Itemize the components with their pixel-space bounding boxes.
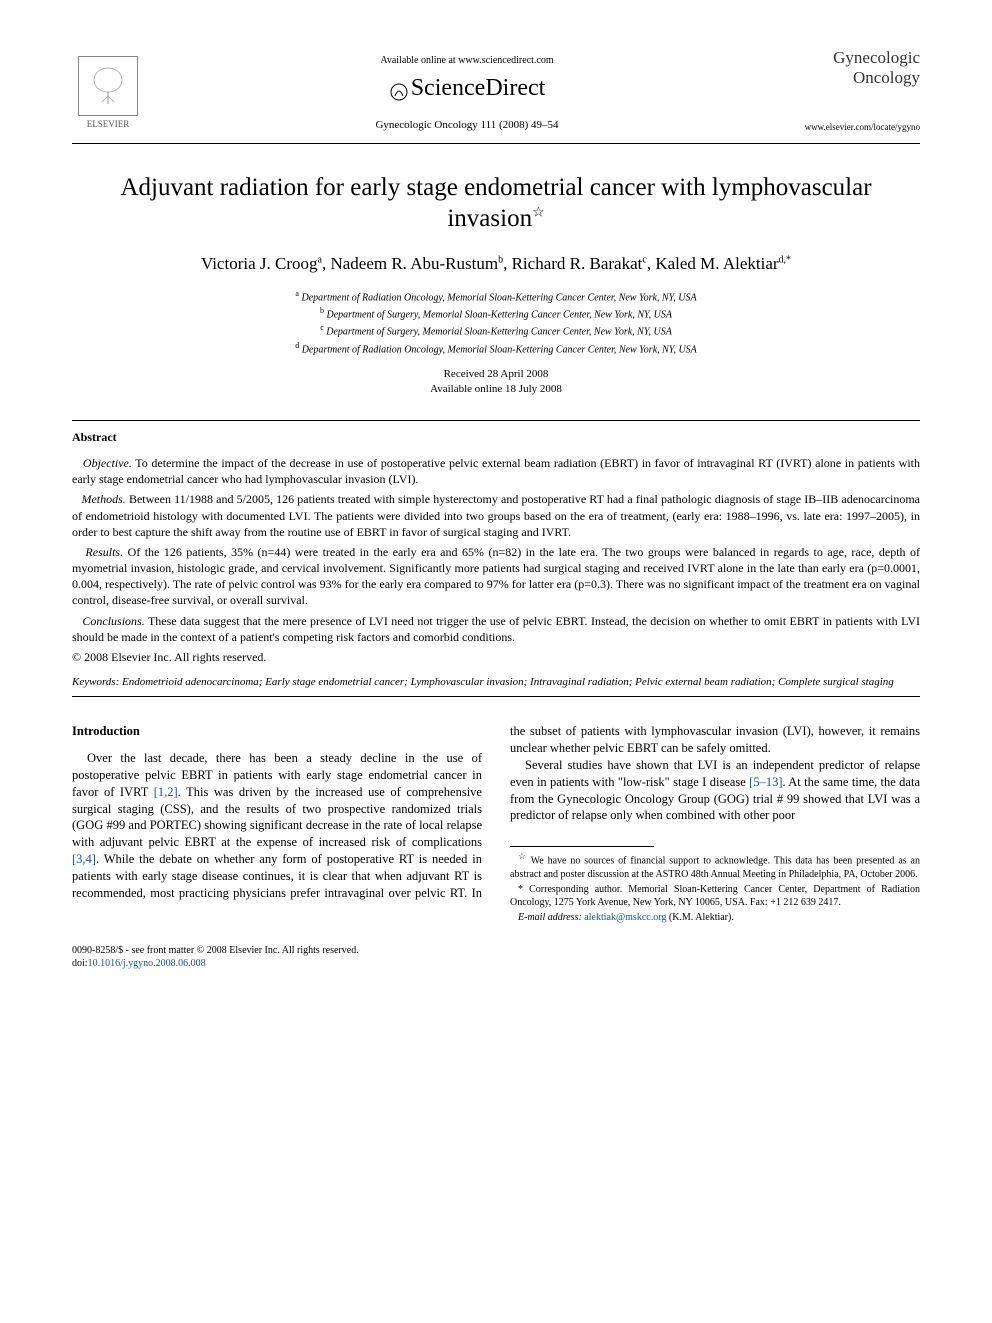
footnote-star: ☆ We have no sources of financial suppor… [510, 852, 920, 880]
article-title-text: Adjuvant radiation for early stage endom… [120, 174, 871, 232]
footnote-email: E-mail address: alektiak@mskcc.org (K.M.… [510, 911, 920, 924]
affiliation-text: Department of Radiation Oncology, Memori… [302, 344, 697, 355]
center-header: Available online at www.sciencedirect.co… [144, 48, 790, 133]
date-online: Available online 18 July 2008 [72, 382, 920, 397]
citation-link[interactable]: [3,4] [72, 852, 96, 866]
body-columns: Introduction Over the last decade, there… [72, 723, 920, 924]
keywords-text: Endometrioid adenocarcinoma; Early stage… [119, 676, 894, 688]
citation-link[interactable]: [1,2] [154, 785, 178, 799]
footnote-text: Corresponding author. Memorial Sloan-Ket… [510, 884, 920, 908]
footer-left: 0090-8258/$ - see front matter © 2008 El… [72, 944, 359, 971]
title-star-icon: ☆ [532, 206, 545, 221]
date-received: Received 28 April 2008 [72, 367, 920, 382]
journal-name: Gynecologic Oncology [790, 48, 920, 87]
sciencedirect-text: ScienceDirect [411, 75, 546, 101]
sciencedirect-icon [389, 79, 409, 99]
abstract-heading: Abstract [72, 429, 920, 445]
abstract-bottom-rule [72, 696, 920, 697]
front-matter-text: 0090-8258/$ - see front matter © 2008 El… [72, 944, 359, 958]
author-2: Nadeem R. Abu-Rustumb [330, 254, 503, 273]
author-aff: a [318, 254, 322, 265]
journal-name-line2: Oncology [853, 68, 920, 87]
abstract-methods: Methods. Between 11/1988 and 5/2005, 126… [72, 491, 920, 540]
author-name: Richard R. Barakat [512, 254, 643, 273]
elsevier-label: ELSEVIER [87, 118, 130, 130]
affiliation-a: a Department of Radiation Oncology, Memo… [72, 288, 920, 305]
abstract-copyright: © 2008 Elsevier Inc. All rights reserved… [72, 649, 920, 665]
page-header: ELSEVIER Available online at www.science… [72, 48, 920, 133]
abstract-text: Between 11/1988 and 5/2005, 126 patients… [72, 492, 920, 538]
elsevier-tree-icon [78, 56, 138, 116]
abstract-objective: Objective. To determine the impact of th… [72, 455, 920, 487]
abstract-text: These data suggest that the mere presenc… [72, 614, 920, 644]
footnote-text: (K.M. Alektiar). [666, 912, 734, 923]
email-label: E-mail address: [518, 912, 582, 923]
author-1: Victoria J. Crooga [201, 254, 322, 273]
introduction-heading: Introduction [72, 723, 482, 740]
affiliation-b: b Department of Surgery, Memorial Sloan-… [72, 305, 920, 322]
author-aff: c [642, 254, 646, 265]
abstract-lead: Results. [85, 545, 123, 559]
elsevier-logo: ELSEVIER [72, 48, 144, 130]
email-link[interactable]: alektiak@mskcc.org [584, 912, 666, 923]
footnote-corresponding: * Corresponding author. Memorial Sloan-K… [510, 883, 920, 909]
footnote-text: We have no sources of financial support … [510, 856, 920, 880]
journal-reference: Gynecologic Oncology 111 (2008) 49–54 [144, 118, 790, 133]
keywords-label: Keywords: [72, 676, 119, 688]
author-aff: b [498, 254, 503, 265]
page-footer: 0090-8258/$ - see front matter © 2008 El… [72, 944, 920, 971]
affiliation-text: Department of Surgery, Memorial Sloan-Ke… [326, 309, 672, 320]
doi-label: doi: [72, 958, 88, 969]
abstract-lead: Methods. [81, 492, 125, 506]
abstract-conclusions: Conclusions. These data suggest that the… [72, 613, 920, 645]
abstract-lead: Objective. [83, 456, 132, 470]
journal-box: Gynecologic Oncology www.elsevier.com/lo… [790, 48, 920, 133]
doi-line: doi:10.1016/j.ygyno.2008.06.008 [72, 957, 359, 971]
affiliations: a Department of Radiation Oncology, Memo… [72, 288, 920, 357]
citation-link[interactable]: [5–13] [749, 775, 782, 789]
article-dates: Received 28 April 2008 Available online … [72, 367, 920, 398]
sciencedirect-logo: ScienceDirect [144, 72, 790, 104]
doi-link[interactable]: 10.1016/j.ygyno.2008.06.008 [88, 958, 206, 969]
authors-line: Victoria J. Crooga, Nadeem R. Abu-Rustum… [72, 253, 920, 276]
abstract-lead: Conclusions. [82, 614, 144, 628]
author-4: Kaled M. Alektiard,* [655, 254, 791, 273]
abstract-text: Of the 126 patients, 35% (n=44) were tre… [72, 545, 920, 608]
intro-paragraph-2: Several studies have shown that LVI is a… [510, 757, 920, 825]
journal-name-line1: Gynecologic [833, 48, 920, 67]
journal-url: www.elsevier.com/locate/ygyno [790, 121, 920, 133]
abstract-results: Results. Of the 126 patients, 35% (n=44)… [72, 544, 920, 609]
available-online-text: Available online at www.sciencedirect.co… [144, 54, 790, 68]
abstract-top-rule [72, 420, 920, 421]
affiliation-text: Department of Surgery, Memorial Sloan-Ke… [326, 327, 672, 338]
keywords: Keywords: Endometrioid adenocarcinoma; E… [72, 675, 920, 690]
author-aff: d,* [779, 254, 792, 265]
author-name: Nadeem R. Abu-Rustum [330, 254, 498, 273]
article-title: Adjuvant radiation for early stage endom… [72, 172, 920, 235]
header-rule [72, 143, 920, 144]
affiliation-d: d Department of Radiation Oncology, Memo… [72, 340, 920, 357]
affiliation-c: c Department of Surgery, Memorial Sloan-… [72, 322, 920, 339]
abstract-text: To determine the impact of the decrease … [72, 456, 920, 486]
affiliation-text: Department of Radiation Oncology, Memori… [301, 292, 696, 303]
author-name: Kaled M. Alektiar [655, 254, 778, 273]
author-name: Victoria J. Croog [201, 254, 318, 273]
footnote-rule [510, 846, 654, 847]
author-3: Richard R. Barakatc [512, 254, 647, 273]
